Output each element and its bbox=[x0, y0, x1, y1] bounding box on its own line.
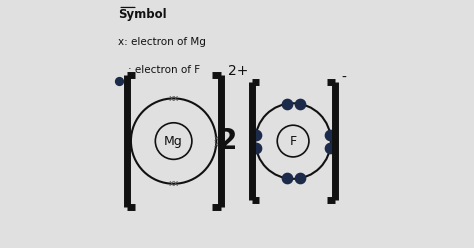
Text: x: x bbox=[169, 179, 174, 188]
Text: x: electron of Mg: x: electron of Mg bbox=[118, 37, 206, 47]
Text: 2: 2 bbox=[218, 127, 237, 155]
Text: -: - bbox=[342, 71, 346, 85]
Text: x: x bbox=[169, 94, 174, 103]
Text: x: x bbox=[332, 137, 337, 146]
Text: 2+: 2+ bbox=[228, 64, 248, 78]
Point bbox=[327, 146, 334, 150]
Point bbox=[296, 176, 303, 180]
Text: F: F bbox=[290, 135, 297, 148]
Point bbox=[283, 102, 290, 106]
Point bbox=[252, 146, 260, 150]
Text: Symbol: Symbol bbox=[118, 8, 167, 21]
Text: x: x bbox=[173, 179, 179, 188]
Point bbox=[296, 102, 303, 106]
Text: Mg: Mg bbox=[164, 135, 183, 148]
Point bbox=[116, 79, 123, 83]
Text: : electron of F: : electron of F bbox=[128, 65, 201, 75]
Point bbox=[327, 132, 334, 136]
Point bbox=[252, 132, 260, 136]
Text: x: x bbox=[213, 140, 219, 149]
Text: x: x bbox=[213, 134, 219, 143]
Point bbox=[283, 176, 290, 180]
Text: x: x bbox=[173, 94, 179, 103]
